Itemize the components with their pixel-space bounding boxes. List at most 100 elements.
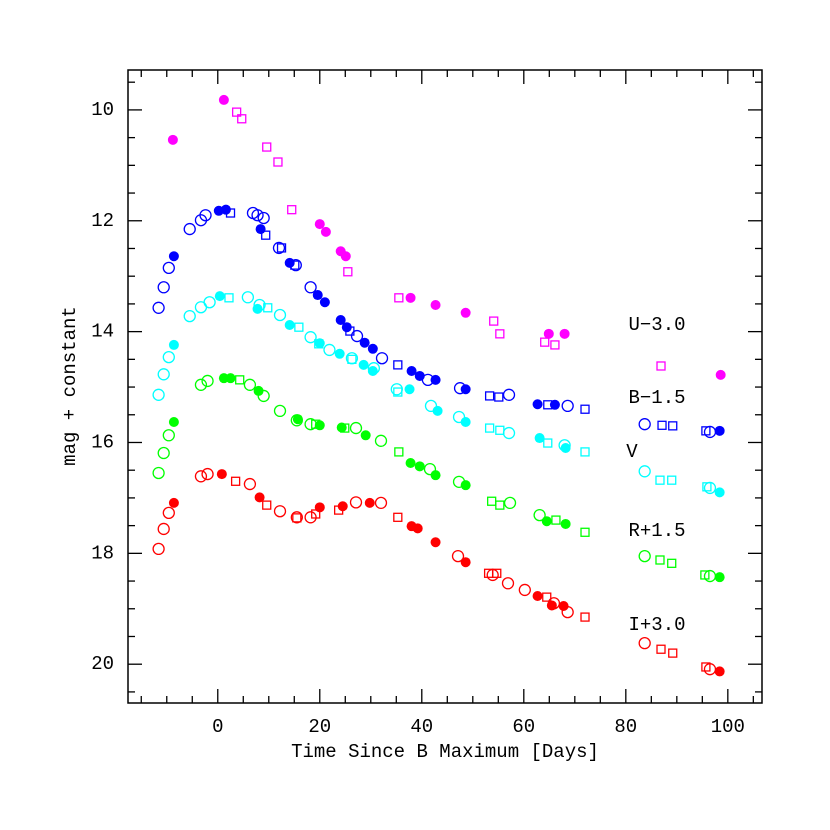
x-tick-label: 100: [711, 716, 745, 738]
open-circle-marker: [251, 209, 264, 222]
series-label: U−3.0: [628, 314, 685, 336]
filled-circle-marker: [430, 374, 441, 385]
square-marker: [551, 515, 561, 525]
open-circle-marker: [374, 434, 388, 447]
filled-circle-marker: [284, 319, 295, 330]
filled-circle-marker: [218, 94, 229, 105]
square-marker: [394, 293, 404, 303]
square-marker: [495, 329, 505, 339]
filled-circle-marker: [532, 399, 543, 410]
filled-circle-marker: [714, 487, 725, 498]
filled-circle-marker: [412, 523, 423, 534]
square-marker: [543, 438, 553, 448]
filled-circle-marker: [340, 251, 351, 262]
open-circle-marker: [157, 522, 170, 536]
square-marker: [494, 392, 504, 402]
square-marker: [580, 404, 590, 414]
open-circle-marker: [350, 329, 364, 343]
open-circle-marker: [162, 350, 175, 364]
open-circle-marker: [390, 383, 403, 396]
filled-circle-marker: [460, 416, 471, 427]
filled-circle-marker: [255, 224, 266, 235]
filled-circle-marker: [560, 443, 571, 454]
open-circle-marker: [152, 388, 165, 401]
open-circle-marker: [203, 296, 216, 309]
square-marker: [230, 476, 241, 486]
open-circle-marker: [243, 477, 257, 491]
open-circle-marker: [374, 496, 388, 510]
filled-circle-marker: [168, 251, 179, 262]
filled-circle-marker: [319, 297, 330, 308]
open-circle-marker: [349, 421, 363, 435]
y-tick-label: 16: [91, 431, 114, 453]
square-marker: [550, 340, 560, 350]
filled-circle-marker: [367, 365, 378, 376]
open-circle-marker: [152, 466, 165, 480]
open-circle-marker: [241, 291, 255, 304]
open-circle-marker: [162, 261, 175, 275]
open-circle-marker: [199, 209, 212, 222]
square-marker: [656, 644, 666, 654]
filled-circle-marker: [430, 537, 441, 548]
filled-circle-marker: [460, 557, 471, 568]
square-marker: [656, 361, 666, 371]
open-circle-marker: [273, 308, 287, 322]
square-marker: [667, 475, 677, 485]
square-marker: [393, 360, 403, 370]
filled-circle-marker: [546, 600, 557, 611]
open-circle-marker: [304, 418, 317, 431]
filled-circle-marker: [367, 343, 378, 354]
square-marker: [540, 337, 550, 347]
filled-circle-marker: [253, 385, 264, 396]
open-circle-marker: [152, 542, 165, 556]
square-marker: [231, 107, 242, 117]
square-marker: [668, 648, 678, 658]
series-label: V: [626, 441, 638, 463]
filled-circle-marker: [714, 572, 725, 583]
square-marker: [489, 316, 499, 326]
open-circle-marker: [183, 309, 196, 323]
open-circle-marker: [157, 368, 170, 381]
filled-circle-marker: [715, 369, 726, 380]
square-marker: [487, 496, 497, 506]
filled-circle-marker: [167, 134, 178, 145]
open-circle-marker: [323, 343, 336, 357]
open-circle-marker: [486, 568, 499, 582]
filled-circle-marker: [404, 384, 415, 395]
open-circle-marker: [162, 506, 175, 520]
square-marker: [393, 512, 403, 522]
square-marker: [294, 322, 304, 332]
open-circle-marker: [423, 462, 437, 476]
open-circle-marker: [703, 569, 717, 583]
x-tick-label: 40: [410, 716, 433, 738]
open-circle-marker: [703, 481, 717, 495]
filled-circle-marker: [334, 348, 345, 359]
open-circle-marker: [201, 467, 214, 481]
square-marker: [292, 513, 302, 523]
square-marker: [343, 267, 353, 277]
square-marker: [701, 662, 711, 672]
open-circle-marker: [194, 378, 208, 391]
filled-circle-marker: [543, 328, 554, 339]
filled-circle-marker: [358, 359, 369, 370]
filled-circle-marker: [714, 666, 725, 677]
filled-circle-marker: [430, 300, 441, 311]
filled-circle-marker: [216, 469, 227, 480]
square-marker: [542, 592, 552, 602]
y-tick-label: 14: [91, 321, 114, 343]
filled-circle-marker: [320, 226, 331, 237]
open-circle-marker: [162, 429, 175, 442]
square-marker: [224, 293, 234, 303]
series-label: R+1.5: [628, 520, 685, 542]
open-circle-marker: [257, 211, 270, 225]
x-axis-label: Time Since B Maximum [Days]: [291, 741, 599, 763]
filled-circle-marker: [432, 405, 443, 416]
filled-circle-marker: [460, 480, 471, 491]
filled-circle-marker: [364, 497, 375, 508]
y-axis-label: mag + constant: [59, 306, 81, 466]
open-circle-marker: [451, 549, 465, 563]
filled-circle-marker: [549, 399, 560, 410]
open-circle-marker: [201, 374, 214, 388]
open-circle-marker: [345, 352, 359, 365]
